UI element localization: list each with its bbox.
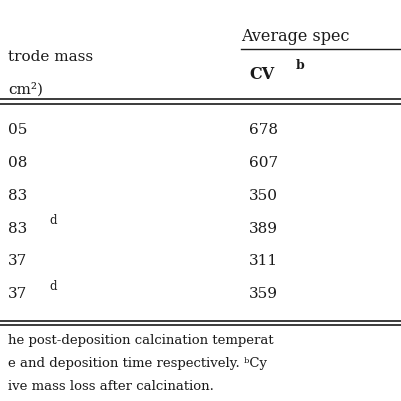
Text: ive mass loss after calcination.: ive mass loss after calcination. xyxy=(8,379,213,392)
Text: 83: 83 xyxy=(8,188,27,202)
Text: 350: 350 xyxy=(249,188,277,202)
Text: 37: 37 xyxy=(8,254,27,268)
Text: cm²): cm²) xyxy=(8,82,43,97)
Text: e and deposition time respectively. ᵇCy: e and deposition time respectively. ᵇCy xyxy=(8,356,266,369)
Text: 37: 37 xyxy=(8,287,27,301)
Text: CV: CV xyxy=(249,66,273,83)
Text: trode mass: trode mass xyxy=(8,50,93,64)
Text: 359: 359 xyxy=(249,287,277,301)
Text: 389: 389 xyxy=(249,221,277,235)
Text: he post-deposition calcination temperat: he post-deposition calcination temperat xyxy=(8,334,273,346)
Text: b: b xyxy=(295,59,304,72)
Text: d: d xyxy=(50,279,57,292)
Text: 08: 08 xyxy=(8,155,27,169)
Text: 83: 83 xyxy=(8,221,27,235)
Text: 05: 05 xyxy=(8,122,27,136)
Text: 678: 678 xyxy=(249,122,277,136)
Text: 311: 311 xyxy=(249,254,277,268)
Text: 607: 607 xyxy=(249,155,277,169)
Text: Average spec: Average spec xyxy=(241,28,349,45)
Text: d: d xyxy=(50,214,57,227)
